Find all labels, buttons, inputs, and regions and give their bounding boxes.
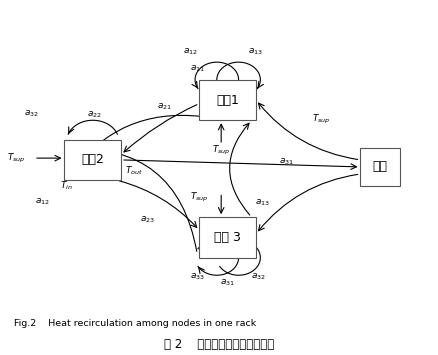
FancyBboxPatch shape — [64, 140, 121, 180]
Text: $a_{12}$: $a_{12}$ — [35, 197, 50, 207]
Text: $T_{out}$: $T_{out}$ — [125, 164, 144, 177]
Text: 图 2    同一机架内节点热量交互: 图 2 同一机架内节点热量交互 — [164, 338, 274, 351]
Text: $a_{21}$: $a_{21}$ — [157, 102, 172, 112]
Text: $a_{31}$: $a_{31}$ — [220, 277, 235, 288]
Text: 空调: 空调 — [373, 160, 388, 174]
Text: $a_{22}$: $a_{22}$ — [88, 110, 102, 120]
Text: $a_{23}$: $a_{23}$ — [140, 214, 155, 225]
Text: $T_{sup}$: $T_{sup}$ — [7, 152, 25, 165]
FancyBboxPatch shape — [360, 148, 399, 186]
Text: $a_{12}$: $a_{12}$ — [183, 47, 198, 57]
Text: $T_{sup}$: $T_{sup}$ — [212, 144, 230, 157]
FancyBboxPatch shape — [199, 217, 256, 258]
Text: $a_{33}$: $a_{33}$ — [190, 272, 205, 282]
Text: 节点2: 节点2 — [81, 153, 104, 166]
Text: 节点1: 节点1 — [216, 93, 239, 106]
Text: $T_{sup}$: $T_{sup}$ — [190, 191, 208, 204]
Text: $a_{13}$: $a_{13}$ — [248, 47, 264, 57]
Text: $a_{32}$: $a_{32}$ — [25, 109, 39, 119]
Text: $T_{sup}$: $T_{sup}$ — [312, 113, 331, 126]
Text: $T_{in}$: $T_{in}$ — [60, 179, 73, 192]
FancyBboxPatch shape — [199, 80, 256, 120]
Text: $a_{31}$: $a_{31}$ — [279, 157, 294, 167]
Text: 节点 3: 节点 3 — [214, 231, 241, 244]
Text: Fig.2    Heat recirculation among nodes in one rack: Fig.2 Heat recirculation among nodes in … — [14, 319, 257, 328]
Text: $a_{13}$: $a_{13}$ — [255, 198, 270, 208]
Text: $a_{11}$: $a_{11}$ — [190, 64, 205, 75]
Text: $a_{32}$: $a_{32}$ — [251, 272, 265, 282]
